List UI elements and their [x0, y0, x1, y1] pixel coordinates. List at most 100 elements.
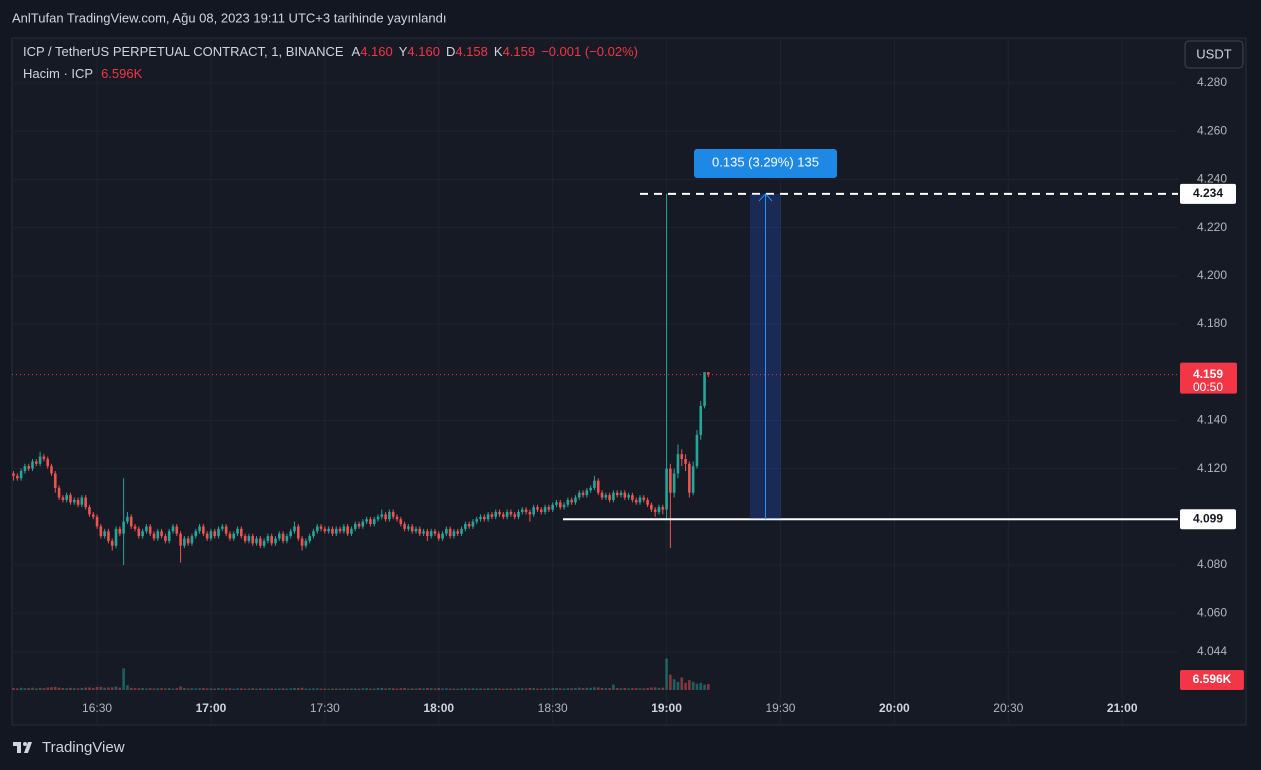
- candle-body: [217, 528, 220, 537]
- candle-body: [179, 533, 182, 546]
- candle-body: [695, 434, 699, 467]
- volume-bar: [145, 688, 148, 690]
- x-tick-label: 20:00: [879, 701, 910, 715]
- candle-body: [657, 507, 661, 512]
- volume-bar: [517, 688, 520, 690]
- candle-body: [224, 526, 228, 534]
- candle-body: [202, 526, 205, 534]
- candle-body: [448, 528, 452, 537]
- candle-body: [684, 458, 687, 464]
- volume-bar: [388, 688, 391, 690]
- volume-bar: [285, 688, 289, 690]
- volume-bar: [118, 687, 122, 690]
- volume-bar: [122, 668, 125, 690]
- volume-bar: [551, 688, 554, 690]
- volume-bar: [65, 688, 68, 690]
- volume-bar: [342, 688, 346, 690]
- candle-body: [141, 531, 144, 537]
- candle-body: [122, 521, 125, 534]
- volume-bar: [410, 688, 414, 690]
- candle-body: [38, 456, 42, 464]
- volume-bar: [312, 688, 315, 690]
- currency[interactable]: USDT: [1196, 46, 1231, 61]
- volume-bar: [650, 687, 653, 690]
- candle-body: [623, 492, 627, 498]
- brand: TradingView: [42, 739, 125, 756]
- candle-body: [198, 526, 201, 532]
- open-label: A: [352, 44, 361, 59]
- candle-body: [486, 514, 490, 520]
- volume-bar: [593, 687, 596, 690]
- candle-body: [596, 480, 600, 493]
- candle-body: [520, 509, 524, 512]
- candle-body: [562, 504, 566, 508]
- candle-body: [323, 528, 327, 532]
- volume-bar: [186, 688, 190, 690]
- volume-bar: [596, 687, 600, 690]
- candle-body: [631, 495, 634, 500]
- volume-bar: [236, 688, 239, 690]
- candle-body: [581, 492, 585, 496]
- x-tick-label: 19:30: [765, 701, 795, 715]
- candle-body: [277, 533, 281, 539]
- volume-bar: [574, 687, 577, 690]
- volume-bar: [23, 688, 27, 690]
- last-price-box: [1180, 362, 1237, 394]
- volume-bar: [699, 682, 703, 690]
- candle-body: [129, 516, 133, 527]
- candle-body: [437, 533, 441, 539]
- volume-bar: [414, 688, 418, 690]
- candle-body: [361, 521, 365, 527]
- candle-body: [585, 490, 589, 496]
- candle-body: [688, 463, 691, 493]
- volume-bar: [429, 688, 433, 690]
- volume-bar: [251, 688, 255, 690]
- volume-bar: [175, 688, 179, 690]
- candle-body: [72, 499, 76, 503]
- y-tick-label: 4.140: [1197, 413, 1227, 427]
- close: 4.159: [503, 44, 536, 59]
- candle-body: [707, 372, 710, 375]
- candle-body: [315, 526, 319, 532]
- volume-bar: [418, 688, 422, 690]
- volume-bar: [217, 688, 220, 690]
- candle-body: [452, 531, 456, 537]
- volume-bar: [12, 688, 15, 690]
- volume-bar: [31, 687, 34, 690]
- candle-body: [186, 538, 190, 544]
- candle-body: [334, 528, 338, 534]
- candle-body: [285, 536, 289, 541]
- volume-bar: [308, 688, 311, 690]
- published-note: AnlTufan TradingView.com, Ağu 08, 2023 1…: [12, 10, 446, 25]
- volume-bar: [266, 688, 270, 690]
- volume-bar: [669, 674, 672, 690]
- candle-body: [255, 538, 258, 544]
- candle-body: [589, 487, 592, 491]
- candle-body: [593, 480, 596, 488]
- candle-body: [422, 531, 425, 534]
- candle-body: [619, 492, 623, 496]
- candle-body: [171, 526, 175, 532]
- candle-body: [107, 531, 110, 541]
- candle-body: [247, 536, 251, 541]
- candle-body: [274, 538, 277, 544]
- low: 4.158: [455, 44, 488, 59]
- volume-bar: [467, 688, 471, 690]
- volume-bar: [50, 687, 53, 690]
- candle-body: [53, 473, 57, 488]
- candle-body: [270, 536, 274, 544]
- volume-bar: [213, 688, 217, 690]
- candle-body: [145, 526, 148, 532]
- countdown-label: 00:50: [1193, 380, 1223, 394]
- volume-bar: [126, 685, 129, 690]
- candle-body: [577, 492, 581, 498]
- volume-bar: [152, 688, 156, 690]
- candle-body: [608, 495, 611, 500]
- currency-button[interactable]: [1184, 40, 1244, 69]
- candle-body: [604, 495, 608, 498]
- candle-body: [156, 531, 160, 539]
- volume-bar: [502, 688, 505, 690]
- y-tick-label: 4.080: [1197, 557, 1227, 571]
- volume-bar: [38, 687, 42, 690]
